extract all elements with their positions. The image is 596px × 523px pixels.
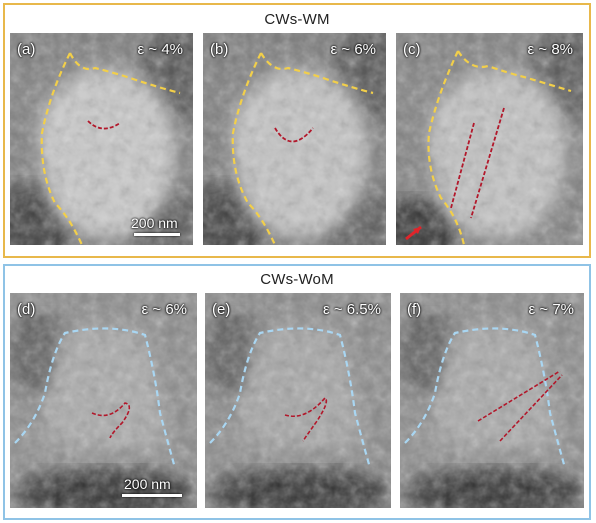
tem-image-a xyxy=(10,33,193,245)
strain-label-f: ε ~ 7% xyxy=(528,301,574,318)
scale-bar-label-bottom: 200 nm xyxy=(124,476,171,492)
strain-label-a: ε ~ 4% xyxy=(137,41,183,58)
tem-panel-f: (f) ε ~ 7% xyxy=(400,293,584,508)
cws-wm-title: CWs-WM xyxy=(264,11,330,28)
panel-label-e: (e) xyxy=(212,301,231,318)
strain-label-c: ε ~ 8% xyxy=(527,41,573,58)
tem-image-b xyxy=(203,33,386,245)
panel-label-d: (d) xyxy=(17,301,36,318)
strain-label-b: ε ~ 6% xyxy=(330,41,376,58)
scale-bar-label-top: 200 nm xyxy=(131,215,178,231)
tem-image-c xyxy=(396,33,583,245)
tem-image-e xyxy=(205,293,391,508)
strain-label-e: ε ~ 6.5% xyxy=(323,301,381,318)
cws-wm-frame: CWs-WM xyxy=(3,3,591,258)
panel-label-b: (b) xyxy=(210,41,229,58)
scale-bar-top xyxy=(134,233,180,236)
tem-panel-e: (e) ε ~ 6.5% xyxy=(205,293,391,508)
cws-wom-frame: CWs-WoM xyxy=(3,264,591,520)
panel-label-c: (c) xyxy=(403,41,421,58)
tem-panel-b: (b) ε ~ 6% xyxy=(203,33,386,245)
tem-image-f xyxy=(400,293,584,508)
panel-label-f: (f) xyxy=(407,301,422,318)
tem-panel-d: (d) ε ~ 6% 200 nm xyxy=(10,293,197,508)
panel-label-a: (a) xyxy=(17,41,36,58)
cws-wom-title: CWs-WoM xyxy=(260,271,334,288)
strain-label-d: ε ~ 6% xyxy=(141,301,187,318)
tem-image-d xyxy=(10,293,197,508)
scale-bar-bottom xyxy=(122,494,182,497)
tem-panel-c: (c) ε ~ 8% xyxy=(396,33,583,245)
tem-panel-a: (a) ε ~ 4% 200 nm xyxy=(10,33,193,245)
